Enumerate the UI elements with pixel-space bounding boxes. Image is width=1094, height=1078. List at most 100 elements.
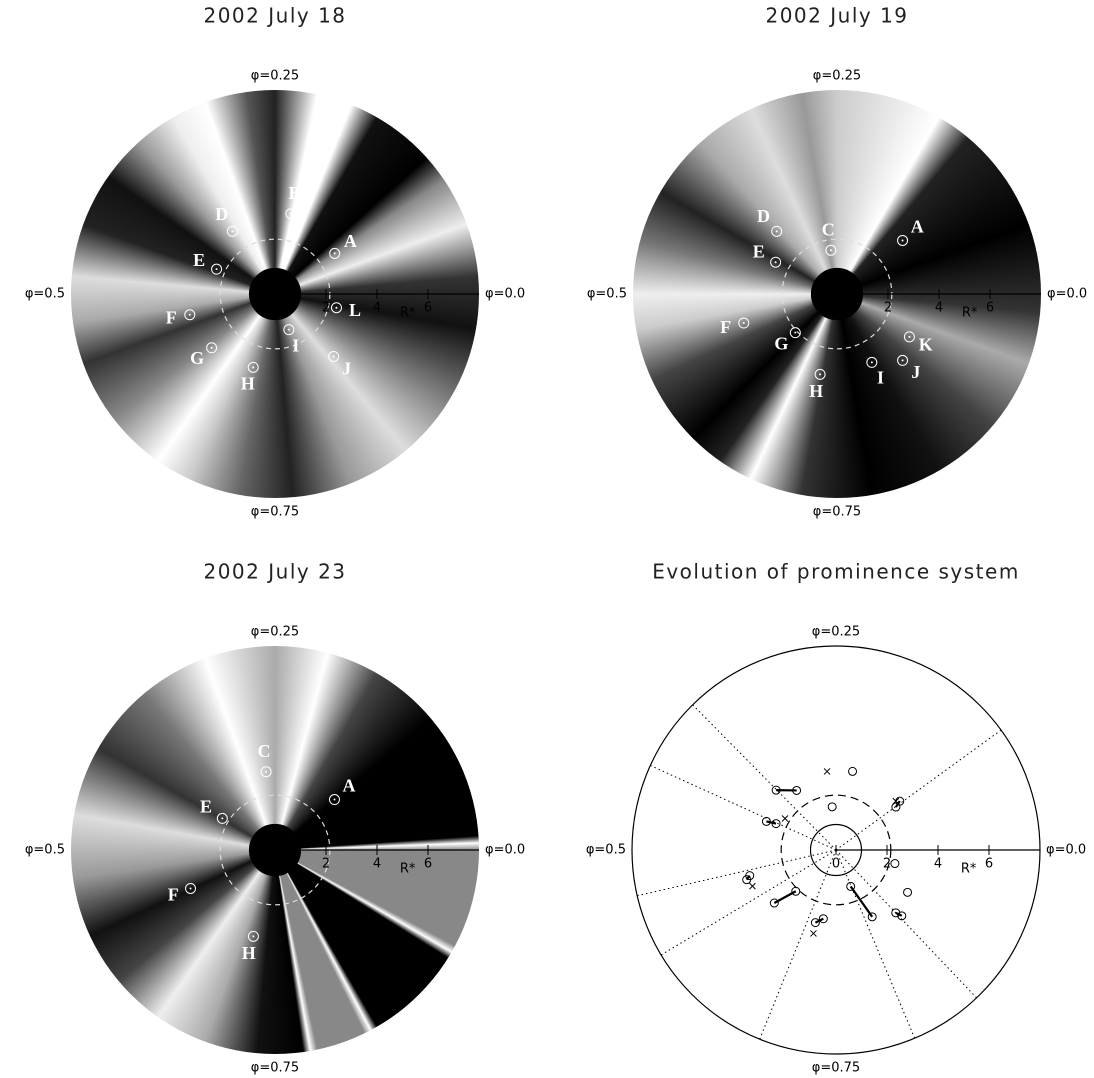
prominence xyxy=(848,766,858,776)
r-tick-label: 6 xyxy=(424,301,432,316)
star xyxy=(248,267,302,321)
prominence-label: I xyxy=(877,367,884,387)
phase-label: φ=0.0 xyxy=(1046,843,1086,858)
guide-line xyxy=(650,765,837,851)
prominence-label: D xyxy=(215,204,228,224)
prominence xyxy=(825,244,837,256)
prominence-label: H xyxy=(242,943,256,963)
cross xyxy=(781,815,789,822)
cross xyxy=(892,797,900,805)
prominence xyxy=(903,887,913,897)
prominence-label: E xyxy=(200,797,212,817)
phase-label: φ=0.25 xyxy=(812,625,860,640)
prominence xyxy=(226,225,238,237)
prominence xyxy=(283,324,295,336)
prominence-label: I xyxy=(292,335,299,355)
r-tick-label: 2 xyxy=(322,301,330,316)
r-tick-label: 6 xyxy=(986,301,994,316)
phase-label: φ=0.5 xyxy=(25,843,65,858)
r-axis-label: R* xyxy=(962,306,978,321)
prominence-dot xyxy=(210,346,213,349)
prominence xyxy=(897,234,909,246)
phase-label: φ=0.0 xyxy=(1047,287,1087,302)
cross xyxy=(810,930,817,937)
prominence-label: A xyxy=(344,231,357,251)
r-tick-label: 4 xyxy=(373,301,381,316)
prominence-label: F xyxy=(720,317,731,337)
prominence xyxy=(260,766,272,778)
prominence-label: J xyxy=(911,362,920,382)
prominence xyxy=(330,302,342,314)
star xyxy=(810,267,864,321)
prominence xyxy=(866,356,878,368)
prominence xyxy=(328,794,340,806)
prominence-dot xyxy=(188,313,191,316)
track xyxy=(894,800,901,808)
prominence-label: C xyxy=(822,220,835,240)
r-axis-label: R* xyxy=(961,862,977,877)
prominence-dot xyxy=(231,230,234,233)
phase-label: φ=0.5 xyxy=(587,287,627,302)
prominence xyxy=(742,875,752,885)
prominence xyxy=(789,327,801,339)
guide-line xyxy=(835,849,916,1039)
star xyxy=(248,823,302,877)
prominence-label: L xyxy=(349,300,361,320)
prominence-dot xyxy=(333,252,336,255)
prominence-label: A xyxy=(911,217,924,237)
guide-line xyxy=(660,849,837,956)
r-tick-label: 0 xyxy=(832,857,840,872)
guide-line xyxy=(835,729,1002,851)
prominence-label: G xyxy=(774,334,788,354)
prominence xyxy=(827,802,837,812)
prominence-label: H xyxy=(241,374,255,394)
phase-label: φ=0.75 xyxy=(813,505,861,520)
phase-label: φ=0.75 xyxy=(251,505,299,520)
prominence xyxy=(216,812,228,824)
prominence-label: J xyxy=(342,358,351,378)
prominence xyxy=(814,368,826,380)
prominence-dot xyxy=(265,770,268,773)
prominence xyxy=(770,256,782,268)
prominence-dot xyxy=(221,817,224,820)
prominence-label: F xyxy=(166,307,177,327)
prominence-label: F xyxy=(168,884,179,904)
prominence-label: D xyxy=(757,206,770,226)
r-axis-label: R* xyxy=(400,306,416,321)
prominence xyxy=(206,342,218,354)
prominence-label: H xyxy=(809,381,823,401)
prominence-dot xyxy=(287,328,290,331)
prominence xyxy=(867,912,877,922)
r-axis-label: R* xyxy=(400,862,416,877)
prominence-dot xyxy=(775,230,778,233)
phase-label: φ=0.75 xyxy=(251,1061,299,1076)
prominence xyxy=(184,309,196,321)
prominence-label: E xyxy=(753,242,765,262)
prominence xyxy=(818,914,828,924)
r-tick-label: 4 xyxy=(934,857,942,872)
phase-label: φ=0.25 xyxy=(251,625,299,640)
prominence xyxy=(211,263,223,275)
guide-line xyxy=(637,849,837,897)
prominence-dot xyxy=(189,887,192,890)
prominence xyxy=(890,859,900,869)
prominence xyxy=(771,225,783,237)
prominence xyxy=(903,331,915,343)
phase-label: φ=0.25 xyxy=(251,69,299,84)
prominence-dot xyxy=(333,798,336,801)
prominence-dot xyxy=(252,366,255,369)
prominence-dot xyxy=(335,306,338,309)
r-tick-label: 2 xyxy=(883,857,891,872)
guide-line xyxy=(759,849,837,1040)
prominence xyxy=(846,881,856,891)
phase-label: φ=0.25 xyxy=(813,69,861,84)
r-tick-label: 6 xyxy=(985,857,993,872)
prominence-dot xyxy=(289,212,292,215)
prominence-dot xyxy=(774,261,777,264)
prominence-dot xyxy=(870,361,873,364)
r-tick-label: 6 xyxy=(424,857,432,872)
prominence-label: C xyxy=(257,741,270,761)
prominence xyxy=(328,350,340,362)
prominence-label: K xyxy=(919,335,933,355)
prominence-label: B xyxy=(289,183,301,203)
